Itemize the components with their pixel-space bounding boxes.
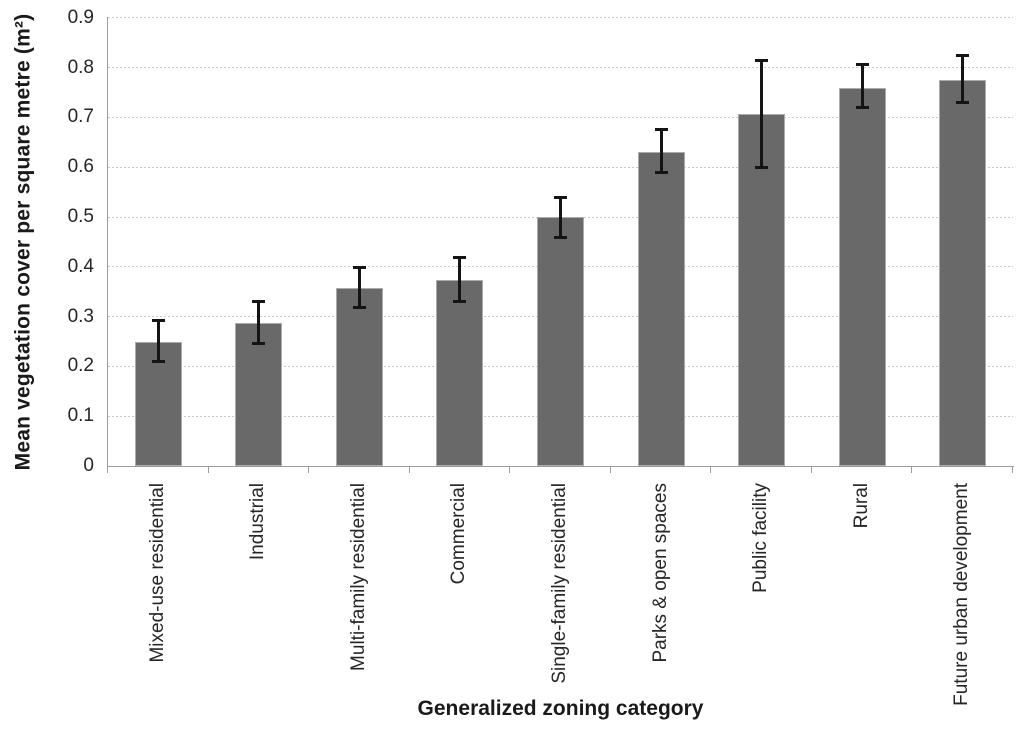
bar xyxy=(335,288,383,466)
x-axis-line xyxy=(107,466,1014,467)
x-tick-label-text: Mixed-use residential xyxy=(146,483,168,663)
y-tick-label: 0.8 xyxy=(67,56,94,78)
error-bar-cap-bottom xyxy=(654,171,668,175)
error-bar xyxy=(357,266,361,308)
bar xyxy=(436,280,484,466)
error-bar-cap-bottom xyxy=(956,100,970,104)
bar xyxy=(939,79,987,466)
x-tick-label-text: Multi-family residential xyxy=(347,483,369,671)
x-axis-tick xyxy=(810,466,812,473)
x-axis-tick xyxy=(911,466,913,473)
error-bar-cap-top xyxy=(252,300,266,304)
bar xyxy=(235,323,283,466)
x-axis-tick xyxy=(509,466,511,473)
gridline xyxy=(108,166,1013,168)
x-tick-label-text: Public facility xyxy=(750,483,772,593)
error-bar-cap-top xyxy=(151,318,165,322)
y-tick-label: 0 xyxy=(83,455,94,476)
error-bar-cap-top xyxy=(554,196,567,200)
y-tick-label: 0.9 xyxy=(67,6,94,28)
y-axis-line xyxy=(107,17,108,473)
error-bar xyxy=(257,301,261,345)
error-bar-cap-top xyxy=(352,265,366,269)
error-bar-cap-bottom xyxy=(151,359,165,363)
y-tick-label: 0.7 xyxy=(67,106,94,128)
x-tick-label-text: Industrial xyxy=(247,483,269,561)
y-tick-label: 0.2 xyxy=(67,355,94,377)
x-axis-tick xyxy=(107,466,108,473)
x-tick-label-text: Future urban development xyxy=(951,483,973,706)
gridline xyxy=(108,116,1013,118)
error-bar-cap-bottom xyxy=(855,106,869,110)
error-bar-cap-top xyxy=(855,63,869,67)
x-axis-tick xyxy=(308,466,310,473)
y-tick-label: 0.4 xyxy=(67,255,94,277)
error-bar xyxy=(961,55,965,103)
x-tick-label-text: Single-family residential xyxy=(549,483,570,684)
y-tick-label: 0.3 xyxy=(67,305,94,327)
error-bar-cap-bottom xyxy=(453,300,467,304)
bar xyxy=(637,152,685,466)
x-axis-tick xyxy=(1012,466,1013,473)
error-bar xyxy=(458,257,462,303)
y-tick-label: 0.6 xyxy=(67,156,94,178)
error-bar-cap-bottom xyxy=(554,235,567,239)
bar xyxy=(537,217,584,466)
error-bar xyxy=(559,197,562,238)
x-axis-tick xyxy=(207,466,209,473)
error-bar-cap-bottom xyxy=(252,342,266,346)
x-tick-label-text: Parks & open spaces xyxy=(649,483,671,663)
bar xyxy=(738,113,786,466)
bar xyxy=(838,87,886,466)
error-bar xyxy=(860,64,864,109)
x-axis-tick xyxy=(609,466,611,473)
y-tick-label: 0.5 xyxy=(67,206,94,227)
error-bar-cap-bottom xyxy=(755,166,769,170)
error-bar xyxy=(156,319,160,362)
error-bar-cap-bottom xyxy=(352,305,366,309)
error-bar xyxy=(659,128,663,174)
x-axis-title: Generalized zoning category xyxy=(417,697,704,720)
error-bar xyxy=(760,59,764,169)
x-tick-label-text: Rural xyxy=(850,483,872,529)
error-bar-cap-top xyxy=(453,256,467,260)
x-tick-label-text: Commercial xyxy=(448,483,470,585)
y-tick-label: 0.1 xyxy=(67,405,94,427)
error-bar-cap-top xyxy=(956,54,970,58)
error-bar-cap-top xyxy=(755,58,769,62)
x-axis-tick xyxy=(710,466,712,473)
error-bar-cap-top xyxy=(654,127,668,131)
x-axis-tick xyxy=(408,466,410,473)
gridline xyxy=(108,17,1013,19)
gridline xyxy=(108,67,1013,69)
